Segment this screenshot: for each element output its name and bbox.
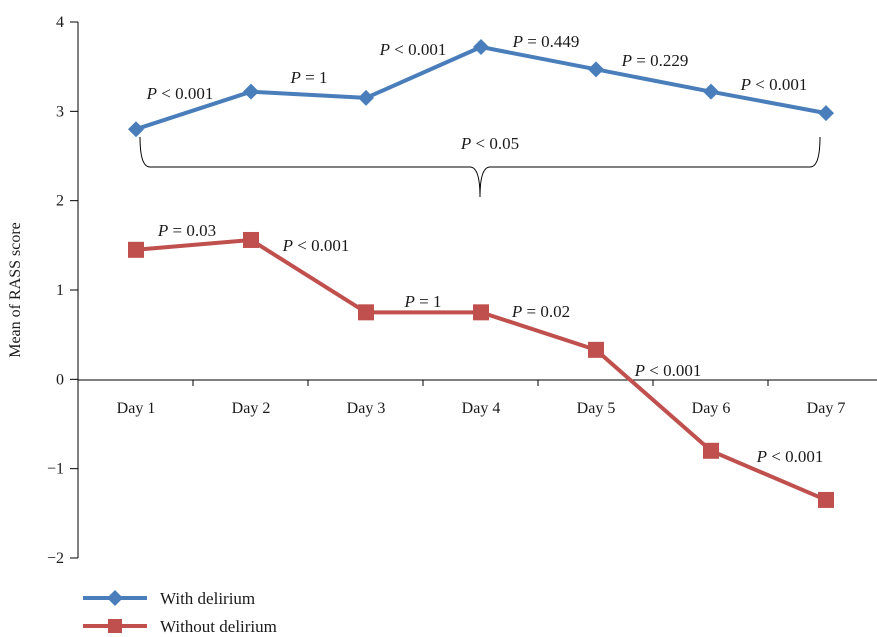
x-category-label: Day 2 <box>232 400 271 417</box>
p-value-without-delirium: P = 0.03 <box>157 221 216 240</box>
data-point-without-delirium <box>243 231 259 248</box>
data-point-without-delirium <box>358 304 374 321</box>
p-value-with-delirium: P < 0.001 <box>740 75 808 94</box>
data-point-without-delirium <box>473 304 489 321</box>
data-point-with-delirium <box>243 83 259 100</box>
series-markers <box>128 39 834 508</box>
p-value-without-delirium: P < 0.001 <box>634 361 702 380</box>
data-point-without-delirium <box>128 241 144 258</box>
x-category-label: Day 1 <box>117 400 156 417</box>
overall-bracket <box>139 136 821 198</box>
data-point-with-delirium <box>703 83 719 100</box>
legend-marker-square <box>108 619 122 633</box>
x-axis-categories: Day 1 Day 2 Day 3 Day 4 Day 5 Day 6 Day 7 <box>117 380 846 417</box>
y-tick-label: −1 <box>47 461 64 478</box>
y-tick-label: 2 <box>56 193 64 210</box>
y-axis-ticks: −2 −1 0 1 2 3 4 <box>47 14 78 567</box>
p-value-without-delirium: P = 0.02 <box>511 302 570 321</box>
p-value-without-delirium: P = 1 <box>404 292 442 311</box>
x-category-label: Day 6 <box>692 400 731 417</box>
data-point-with-delirium <box>128 121 144 138</box>
y-tick-label: 4 <box>56 14 64 31</box>
data-point-with-delirium <box>818 105 834 122</box>
p-value-with-delirium: P < 0.001 <box>379 40 447 59</box>
p-value-without-delirium: P < 0.001 <box>282 236 350 255</box>
x-category-label: Day 5 <box>577 400 616 417</box>
bracket-p-value: P < 0.05 <box>460 134 519 153</box>
series-line-without-delirium <box>135 237 827 502</box>
p-value-with-delirium: P = 0.449 <box>512 32 580 51</box>
y-tick-label: −2 <box>47 550 64 567</box>
legend-label-with-delirium: With delirium <box>160 589 255 608</box>
data-point-without-delirium <box>818 491 834 508</box>
data-point-with-delirium <box>358 89 374 106</box>
legend-label-without-delirium: Without delirium <box>160 617 277 636</box>
y-axis-label: Mean of RASS score <box>7 222 24 358</box>
p-value-without-delirium: P < 0.001 <box>756 447 824 466</box>
x-category-label: Day 7 <box>807 400 846 417</box>
p-value-with-delirium: P < 0.001 <box>146 84 214 103</box>
y-tick-label: 3 <box>56 103 64 120</box>
x-category-label: Day 3 <box>347 400 386 417</box>
p-value-with-delirium: P = 1 <box>290 68 328 87</box>
data-point-without-delirium <box>703 442 719 459</box>
data-point-without-delirium <box>588 341 604 358</box>
legend-item-without-delirium: Without delirium <box>83 617 277 636</box>
legend-item-with-delirium: With delirium <box>83 589 255 608</box>
p-value-annotations: P < 0.001 P = 1 P < 0.001 P = 0.449 P = 0.22… <box>146 32 824 466</box>
series-line-with-delirium <box>135 45 827 132</box>
x-category-label: Day 4 <box>462 400 501 417</box>
data-point-with-delirium <box>588 61 604 78</box>
p-value-with-delirium: P = 0.229 <box>621 51 689 70</box>
y-tick-label: 1 <box>56 282 64 299</box>
y-tick-label: 0 <box>56 371 64 388</box>
legend: With delirium Without delirium <box>83 589 277 636</box>
legend-marker-diamond <box>107 590 123 606</box>
data-point-with-delirium <box>473 39 489 56</box>
series-lines <box>135 45 827 502</box>
